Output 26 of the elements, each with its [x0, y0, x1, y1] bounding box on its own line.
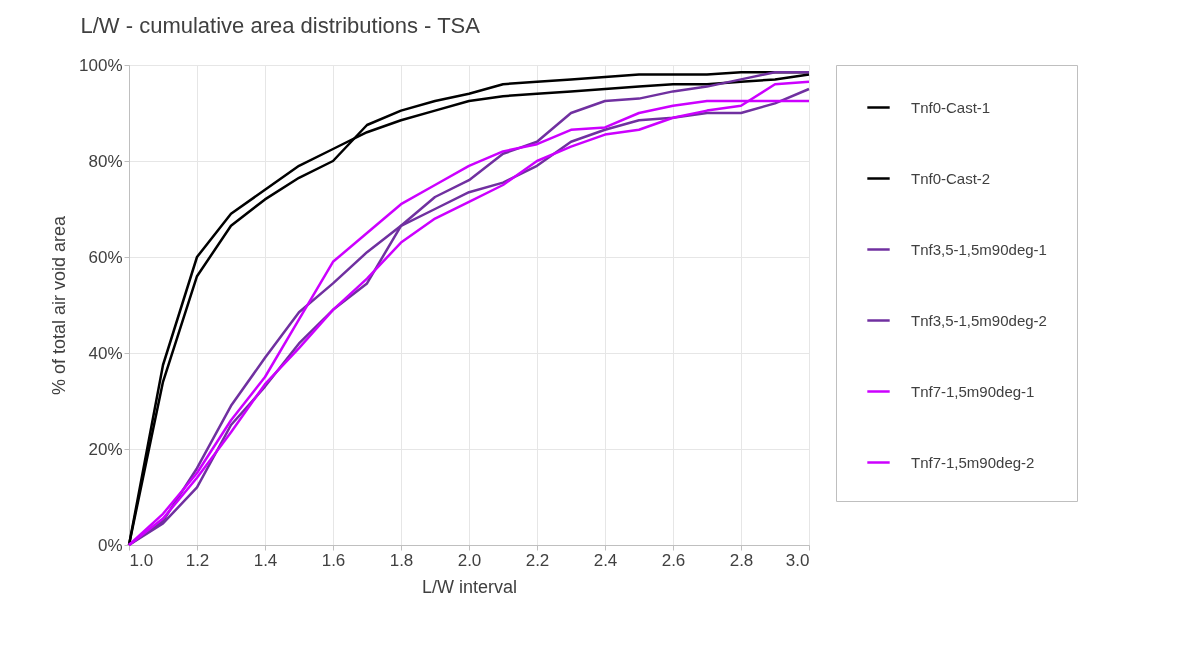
legend-label: Tnf0-Cast-2: [911, 169, 991, 187]
legend-label: Tnf7-1,5m90deg-1: [911, 382, 1035, 400]
legend-label: Tnf3,5-1,5m90deg-2: [911, 311, 1047, 329]
x-tick-label: 1.4: [253, 550, 278, 570]
y-tick-label: 80%: [88, 151, 123, 171]
x-tick-label: 1.6: [321, 550, 346, 570]
y-axis-title: % of total air void area: [49, 214, 70, 396]
legend-label: Tnf0-Cast-1: [911, 98, 991, 116]
x-tick-label: 2.4: [593, 550, 618, 570]
x-axis-title: L/W interval: [421, 576, 518, 597]
chart-title: L/W - cumulative area distributions - TSA: [80, 13, 481, 38]
legend-label: Tnf7-1,5m90deg-2: [911, 453, 1035, 471]
y-tick-label: 20%: [88, 439, 123, 459]
x-tick-label: 1.0: [129, 550, 154, 570]
x-tick-label: 1.2: [185, 550, 210, 570]
x-tick-label: 1.8: [389, 550, 414, 570]
x-tick-label: 2.6: [661, 550, 686, 570]
x-tick-label: 2.0: [457, 550, 482, 570]
y-tick-label: 100%: [79, 55, 123, 75]
x-tick-label: 3.0: [785, 550, 810, 570]
y-tick-label: 60%: [88, 247, 123, 267]
x-tick-label: 2.8: [729, 550, 754, 570]
legend-label: Tnf3,5-1,5m90deg-1: [911, 240, 1047, 258]
x-tick-label: 2.2: [525, 550, 550, 570]
y-tick-label: 0%: [97, 535, 123, 555]
y-tick-label: 40%: [88, 343, 123, 363]
